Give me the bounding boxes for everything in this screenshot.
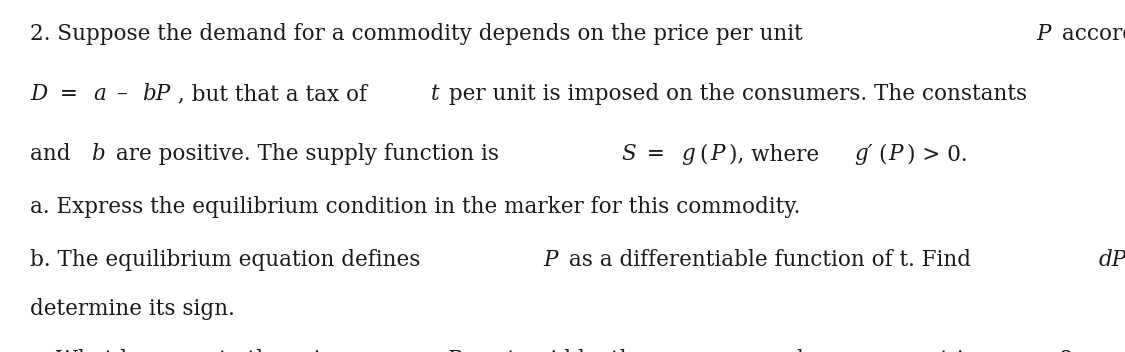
Text: g: g <box>682 143 695 165</box>
Text: and: and <box>30 143 78 165</box>
Text: ), where: ), where <box>729 143 826 165</box>
Text: P: P <box>710 143 724 165</box>
Text: , but that a tax of: , but that a tax of <box>179 83 375 105</box>
Text: =: = <box>640 143 672 165</box>
Text: P: P <box>447 349 460 352</box>
Text: (: ( <box>699 143 708 165</box>
Text: P: P <box>1036 24 1051 45</box>
Text: 2. Suppose the demand for a commodity depends on the price per unit: 2. Suppose the demand for a commodity de… <box>30 24 810 45</box>
Text: g′: g′ <box>854 143 872 165</box>
Text: according to: according to <box>1055 24 1125 45</box>
Text: b. The equilibrium equation defines: b. The equilibrium equation defines <box>30 249 428 271</box>
Text: +: + <box>465 349 496 352</box>
Text: c. What happens to the price: c. What happens to the price <box>30 349 352 352</box>
Text: S: S <box>621 143 636 165</box>
Text: determine its sign.: determine its sign. <box>30 298 235 320</box>
Text: –: – <box>110 83 135 105</box>
Text: (: ( <box>878 143 886 165</box>
Text: t: t <box>939 349 948 352</box>
Text: P: P <box>889 143 903 165</box>
Text: a: a <box>93 83 107 105</box>
Text: b: b <box>91 143 106 165</box>
Text: t: t <box>506 349 514 352</box>
Text: as a differentiable function of t. Find: as a differentiable function of t. Find <box>561 249 978 271</box>
Text: paid by the consumers when: paid by the consumers when <box>518 349 844 352</box>
Text: D: D <box>30 83 47 105</box>
Text: dP: dP <box>1098 249 1125 271</box>
Text: P: P <box>543 249 558 271</box>
Text: increases?: increases? <box>951 349 1072 352</box>
Text: a. Express the equilibrium condition in the marker for this commodity.: a. Express the equilibrium condition in … <box>30 196 801 218</box>
Text: bP: bP <box>142 83 170 105</box>
Text: =: = <box>53 83 84 105</box>
Text: per unit is imposed on the consumers. The constants: per unit is imposed on the consumers. Th… <box>442 83 1034 105</box>
Text: ) > 0.: ) > 0. <box>907 143 967 165</box>
Text: t: t <box>431 83 440 105</box>
Text: are positive. The supply function is: are positive. The supply function is <box>109 143 506 165</box>
